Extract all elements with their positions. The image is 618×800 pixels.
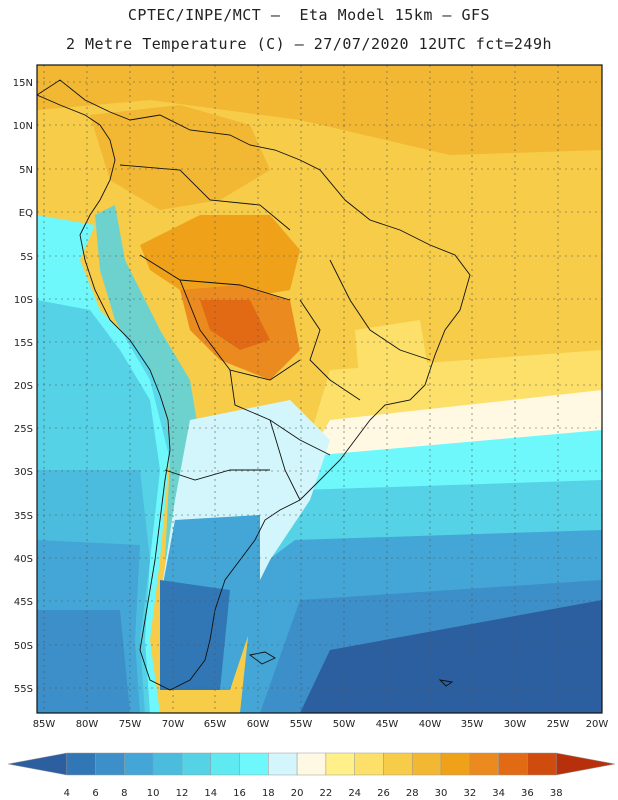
- colorbar-swatch: [95, 752, 125, 776]
- temperature-field: [37, 65, 602, 713]
- lon-label: 40W: [419, 719, 442, 730]
- colorbar-swatch: [7, 752, 68, 776]
- lat-label: 10N: [13, 121, 33, 132]
- lon-label: 50W: [333, 719, 356, 730]
- lon-label: 65W: [204, 719, 227, 730]
- lat-label: 55S: [14, 684, 33, 695]
- map-frame: [36, 64, 603, 714]
- lon-label: 80W: [76, 719, 99, 730]
- brazil-states: [329, 259, 431, 361]
- title-line-1: CPTEC/INPE/MCT – Eta Model 15km – GFS: [127, 6, 491, 24]
- colorbar-swatch: [555, 752, 616, 776]
- colorbar-swatch: [124, 752, 154, 776]
- colorbar-tick-label: 38: [550, 788, 563, 799]
- pacific-band-8: [37, 610, 130, 713]
- lon-label: 85W: [33, 719, 56, 730]
- lat-label: 15N: [13, 78, 33, 89]
- border-peru-brazil: [139, 254, 291, 301]
- colorbar-tick-label: 16: [233, 788, 246, 799]
- colorbar-tick-label: 22: [320, 788, 333, 799]
- lon-label: 60W: [247, 719, 270, 730]
- caribbean-warm-band: [37, 65, 602, 155]
- colorbar-swatch: [66, 752, 96, 776]
- colorbar-swatch: [210, 752, 240, 776]
- lon-label: 20W: [586, 719, 609, 730]
- borders-layer: [37, 79, 471, 691]
- lat-label: 30S: [14, 467, 33, 478]
- colorbar-tick-label: 24: [348, 788, 361, 799]
- colorbar: 4 6 8 10 12 14 16 18 20 22 24 26 28 30 32 34 36 38: [7, 752, 616, 799]
- lat-label: 35S: [14, 511, 33, 522]
- colorbar-tick-label: 14: [204, 788, 217, 799]
- colorbar-swatch: [354, 752, 384, 776]
- lat-label: 40S: [14, 554, 33, 565]
- border-north: [119, 164, 291, 231]
- latitude-labels: 15N 10N 5N EQ 5S 10S 15S 20S 25S 30S 35S…: [13, 78, 33, 695]
- colorbar-swatch: [412, 752, 442, 776]
- lon-label: 75W: [119, 719, 142, 730]
- amazon-hot-zone: [140, 215, 300, 300]
- lon-label: 35W: [461, 719, 484, 730]
- title-line-2: 2 Metre Temperature (C) – 27/07/2020 12U…: [65, 35, 553, 53]
- border-uruguay: [269, 419, 301, 501]
- colorbar-tick-label: 12: [176, 788, 189, 799]
- brazil-states-2: [299, 299, 361, 401]
- colorbar-swatch: [469, 752, 499, 776]
- andes-cool-strip: [95, 205, 200, 560]
- colorbar-tick-label: 32: [463, 788, 476, 799]
- colorbar-swatch: [498, 752, 528, 776]
- colorbar-tick-label: 28: [406, 788, 419, 799]
- patagonia-cold: [160, 580, 230, 690]
- colorbar-tick-label: 4: [64, 788, 70, 799]
- lat-label: EQ: [19, 208, 33, 219]
- atlantic-band-4: [300, 600, 602, 713]
- colorbar-tick-label: 10: [147, 788, 160, 799]
- colorbar-swatch: [296, 752, 327, 776]
- colorbar-tick-label: 6: [92, 788, 98, 799]
- lat-label: 45S: [14, 597, 33, 608]
- lat-label: 5S: [20, 252, 33, 263]
- colorbar-swatch: [325, 752, 355, 776]
- lon-label: 25W: [547, 719, 570, 730]
- colorbar-swatch: [152, 752, 183, 776]
- lat-label: 50S: [14, 641, 33, 652]
- colorbar-tick-label: 30: [435, 788, 448, 799]
- lat-label: 10S: [14, 295, 33, 306]
- colorbar-tick-label: 36: [521, 788, 534, 799]
- colorbar-tick-label: 8: [121, 788, 127, 799]
- colorbar-swatch: [383, 752, 413, 776]
- border-argentina-mid: [164, 469, 270, 481]
- coastline: [37, 79, 471, 691]
- lat-label: 20S: [14, 381, 33, 392]
- colorbar-tick-label: 34: [492, 788, 505, 799]
- lon-label: 55W: [290, 719, 313, 730]
- colorbar-swatch: [181, 752, 211, 776]
- colorbar-tick-label: 20: [291, 788, 304, 799]
- brazil-highlands: [355, 320, 430, 410]
- colorbar-swatch: [268, 752, 298, 776]
- colorbar-swatch: [239, 752, 269, 776]
- lon-label: 70W: [162, 719, 185, 730]
- hottest-zone: [200, 300, 270, 350]
- lon-label: 45W: [376, 719, 399, 730]
- lat-label: 5N: [19, 165, 33, 176]
- south-georgia: [438, 679, 454, 687]
- colorbar-tick-label: 18: [262, 788, 275, 799]
- longitude-labels: 85W 80W 75W 70W 65W 60W 55W 50W 45W 40W …: [33, 719, 609, 730]
- lat-label: 15S: [14, 338, 33, 349]
- lon-label: 30W: [504, 719, 527, 730]
- colorbar-tick-label: 26: [377, 788, 390, 799]
- colorbar-swatch: [440, 752, 471, 776]
- northern-warm-zone: [90, 105, 270, 210]
- lat-label: 25S: [14, 424, 33, 435]
- grid-lines: [37, 65, 602, 713]
- colorbar-swatch: [527, 752, 557, 776]
